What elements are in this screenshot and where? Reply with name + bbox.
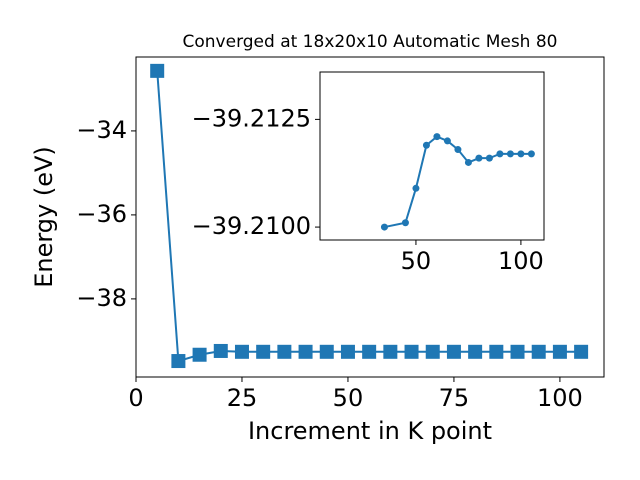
axes-frame [319, 71, 545, 241]
x-tick-label: 50 [401, 247, 432, 275]
marker [213, 343, 228, 358]
x-tick-label: 100 [537, 384, 583, 412]
marker [443, 137, 451, 145]
marker [496, 150, 504, 158]
marker [433, 133, 441, 141]
chart-title: Converged at 18x20x10 Automatic Mesh 80 [183, 32, 558, 52]
marker [150, 63, 165, 78]
plot-area [320, 72, 544, 240]
marker [468, 344, 483, 359]
marker [531, 344, 546, 359]
marker [527, 150, 535, 158]
marker [446, 344, 461, 359]
marker [464, 158, 472, 166]
y-tick-label: −34 [76, 116, 127, 144]
x-axis-label: Increment in K point [248, 417, 492, 445]
marker [506, 150, 514, 158]
marker [404, 344, 419, 359]
marker [171, 354, 186, 369]
marker [489, 344, 504, 359]
marker [552, 344, 567, 359]
marker [422, 141, 430, 149]
marker [234, 344, 249, 359]
marker [517, 150, 525, 158]
marker [475, 154, 483, 162]
marker [192, 347, 207, 362]
marker [510, 344, 525, 359]
marker [454, 146, 462, 154]
marker [412, 184, 420, 192]
marker [380, 223, 388, 231]
marker [340, 344, 355, 359]
x-tick-label: 50 [333, 384, 364, 412]
x-tick-label: 100 [498, 247, 544, 275]
y-tick-label: −36 [76, 200, 127, 228]
marker [383, 344, 398, 359]
y-tick-label: −39.2100 [192, 212, 311, 240]
x-tick-label: 75 [439, 384, 470, 412]
marker [277, 344, 292, 359]
marker [485, 154, 493, 162]
marker [362, 344, 377, 359]
marker [574, 344, 589, 359]
marker [425, 344, 440, 359]
x-tick-label: 25 [227, 384, 258, 412]
y-axis-label: Energy (eV) [30, 146, 58, 288]
y-tick-label: −39.2125 [192, 104, 311, 132]
y-tick-label: −38 [76, 284, 127, 312]
marker [401, 219, 409, 227]
x-tick-label: 0 [128, 384, 143, 412]
marker [319, 344, 334, 359]
axes-frame [135, 56, 605, 378]
marker [298, 344, 313, 359]
marker [256, 344, 271, 359]
